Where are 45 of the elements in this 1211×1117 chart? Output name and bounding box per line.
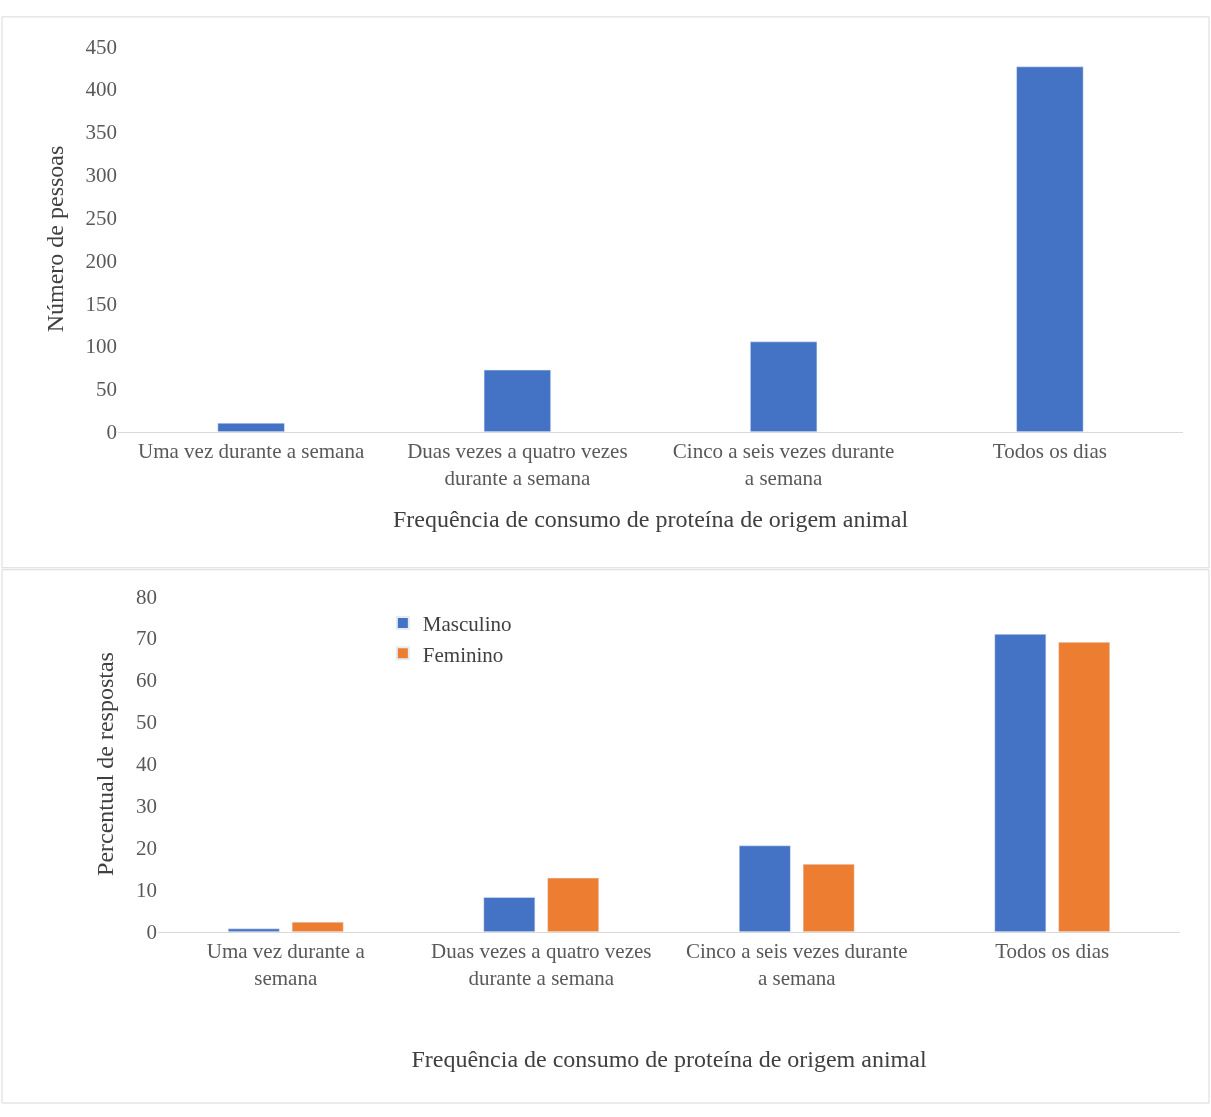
- y-tick-label: 0: [146, 920, 157, 945]
- y-tick-label: 20: [136, 836, 157, 861]
- y-tick-label: 70: [136, 626, 157, 651]
- bar: [1016, 66, 1084, 432]
- y-tick-label: 10: [136, 878, 157, 903]
- legend-label: Feminino: [422, 642, 504, 667]
- bar: [1058, 642, 1110, 932]
- y-tick-label: 150: [85, 291, 117, 316]
- y-tick-label: 40: [136, 752, 157, 777]
- bar: [802, 864, 855, 932]
- y-axis-title: Número de pessoas: [41, 145, 68, 333]
- bar: [739, 845, 791, 932]
- y-tick-label: 200: [85, 248, 117, 273]
- y-axis-title: Percentual de respostas: [92, 652, 119, 876]
- x-tick-label: Duas vezes a quatro vezes durante a semana: [431, 939, 652, 991]
- x-tick-label: Uma vez durante a semana: [138, 438, 365, 463]
- bar: [228, 928, 280, 932]
- bar: [291, 921, 344, 932]
- y-tick-label: 100: [85, 334, 117, 359]
- x-tick-label: Cinco a seis vezes durante a semana: [672, 438, 895, 491]
- x-axis-title: Frequência de consumo de proteína de origem animal: [411, 1045, 927, 1072]
- y-tick-label: 250: [85, 205, 117, 230]
- x-tick-label: Todos os dias: [995, 939, 1110, 963]
- y-tick-label: 50: [136, 710, 157, 735]
- x-tick-label: Duas vezes a quatro vezes durante a semana: [407, 438, 628, 491]
- y-tick-label: 60: [136, 668, 157, 693]
- y-tick-label: 80: [136, 584, 157, 609]
- y-tick-label: 50: [96, 377, 117, 402]
- y-tick-label: 400: [85, 77, 117, 102]
- y-tick-label: 300: [85, 163, 117, 188]
- bar: [750, 341, 818, 432]
- x-tick-label: Cinco a seis vezes durante a semana: [685, 939, 908, 991]
- bar: [483, 897, 536, 932]
- bar: [483, 369, 551, 432]
- y-tick-label: 30: [136, 794, 157, 819]
- x-tick-label: Uma vez durante a semana: [206, 939, 366, 991]
- y-tick-label: 0: [106, 420, 117, 445]
- legend-label: Masculino: [422, 612, 512, 637]
- bar: [994, 634, 1047, 932]
- y-tick-label: 450: [85, 34, 117, 59]
- bar: [217, 422, 285, 432]
- bar: [547, 877, 599, 932]
- y-tick-label: 350: [85, 120, 117, 145]
- x-tick-label: Todos os dias: [992, 438, 1107, 463]
- x-axis-title: Frequência de consumo de proteína de origem animal: [392, 505, 909, 532]
